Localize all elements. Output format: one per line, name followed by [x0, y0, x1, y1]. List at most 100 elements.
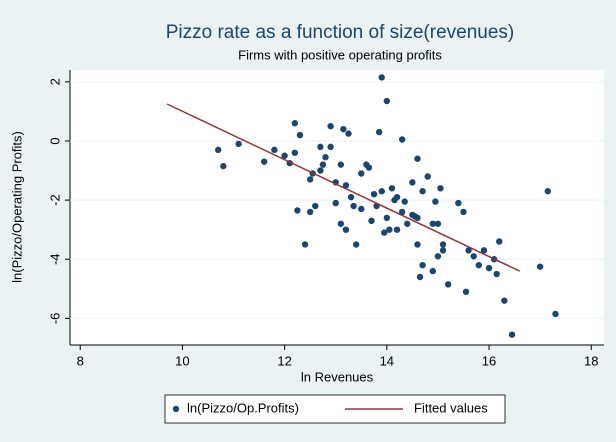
- x-tick-label: 14: [380, 353, 394, 368]
- point: [393, 193, 401, 201]
- point: [368, 217, 375, 225]
- point: [439, 241, 447, 248]
- point: [342, 226, 350, 233]
- point: [480, 247, 488, 254]
- point: [544, 188, 551, 195]
- point: [475, 261, 483, 269]
- point: [465, 247, 472, 254]
- point: [358, 205, 365, 213]
- point: [220, 162, 227, 170]
- point: [401, 198, 408, 205]
- point: [327, 143, 334, 151]
- point: [342, 182, 350, 189]
- point: [437, 185, 444, 192]
- point: [429, 220, 437, 227]
- point: [493, 270, 500, 278]
- point: [470, 253, 477, 260]
- point: [398, 208, 406, 216]
- point: [306, 176, 314, 183]
- fitted-line: [166, 103, 521, 272]
- plot-area: [70, 70, 604, 345]
- point: [352, 241, 360, 248]
- chart-title: Pizzo rate as a function of size(revenue…: [166, 22, 515, 43]
- y-tick-label: 2: [47, 78, 62, 85]
- point: [414, 241, 421, 248]
- point: [332, 199, 339, 207]
- point: [337, 161, 345, 168]
- point: [439, 247, 447, 254]
- point: [378, 74, 385, 81]
- point: [383, 214, 391, 222]
- point: [345, 130, 352, 137]
- x-tick-label: 18: [584, 353, 598, 368]
- point: [434, 253, 442, 260]
- point: [378, 188, 385, 195]
- point: [432, 198, 439, 205]
- point: [462, 288, 470, 295]
- point: [444, 281, 452, 288]
- point: [312, 202, 319, 210]
- point: [340, 125, 347, 133]
- point: [319, 161, 327, 168]
- x-tick-label: 12: [277, 353, 291, 368]
- point: [460, 208, 467, 216]
- y-tick-label: -2: [47, 194, 62, 206]
- point: [552, 310, 559, 318]
- point: [291, 120, 299, 127]
- point: [365, 164, 373, 171]
- y-tick-label: 0: [47, 137, 62, 144]
- point: [375, 128, 383, 136]
- point: [496, 238, 503, 245]
- point: [424, 173, 431, 180]
- point: [455, 199, 462, 207]
- point: [429, 267, 437, 275]
- point: [409, 179, 416, 186]
- legend-label: Fitted values: [414, 400, 488, 415]
- x-tick-label: 10: [175, 353, 189, 368]
- point: [350, 202, 357, 210]
- point: [501, 297, 508, 304]
- x-tick-label: 8: [77, 353, 84, 368]
- point: [419, 188, 426, 195]
- point: [414, 155, 421, 162]
- point: [301, 241, 309, 248]
- point: [398, 136, 406, 143]
- point: [404, 220, 411, 227]
- point: [386, 226, 393, 233]
- point: [281, 152, 288, 159]
- legend: [164, 394, 506, 424]
- point: [317, 167, 324, 174]
- x-axis-title: ln Revenues: [301, 369, 374, 384]
- point: [393, 226, 401, 233]
- point: [508, 331, 516, 338]
- point: [536, 263, 544, 270]
- point: [306, 208, 314, 216]
- x-tick-label: 16: [482, 353, 496, 368]
- point: [327, 122, 334, 130]
- point: [370, 190, 378, 198]
- y-tick-label: -4: [47, 253, 62, 265]
- chart-subtitle: Firms with positive operating profits: [238, 47, 442, 62]
- point: [358, 170, 365, 177]
- point: [294, 207, 301, 214]
- point: [317, 143, 324, 151]
- legend-marker: [172, 405, 180, 413]
- point: [388, 185, 396, 192]
- point: [271, 146, 278, 154]
- point: [485, 264, 493, 272]
- legend-label: ln(Pizzo/Op.Profits): [187, 400, 299, 415]
- point: [337, 220, 345, 227]
- point: [235, 140, 242, 148]
- point: [291, 149, 299, 156]
- point: [414, 214, 421, 222]
- point: [383, 97, 391, 105]
- point: [260, 158, 268, 165]
- point: [381, 229, 388, 236]
- point: [296, 131, 304, 139]
- point: [416, 273, 424, 281]
- y-tick-label: -6: [47, 313, 62, 325]
- point: [419, 261, 426, 269]
- point: [214, 146, 222, 154]
- point: [322, 154, 329, 161]
